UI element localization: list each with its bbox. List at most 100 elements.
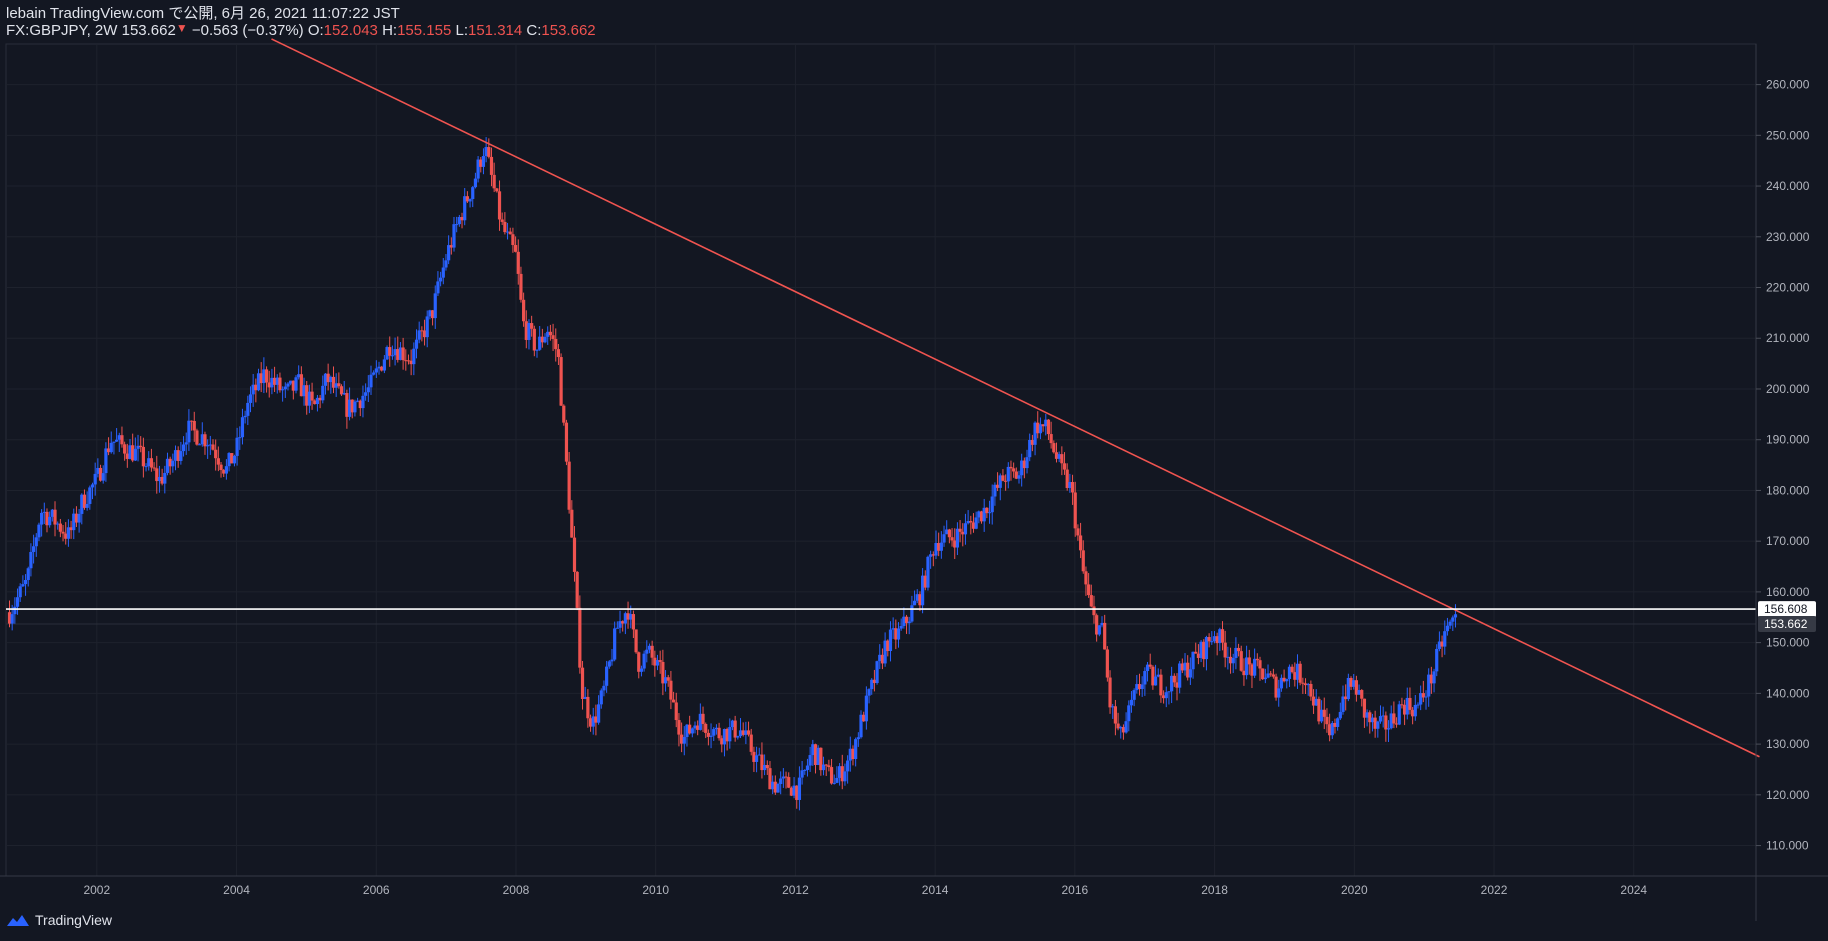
candle xyxy=(337,372,341,389)
down-arrow-icon: ▼ xyxy=(175,21,188,35)
candle-body xyxy=(1303,683,1308,686)
candle xyxy=(398,342,403,361)
footer: TradingView xyxy=(6,912,112,928)
y-tick-label: 230.000 xyxy=(1766,230,1810,244)
candle-body xyxy=(1073,492,1077,529)
candle-body xyxy=(626,613,630,620)
candle-body xyxy=(401,347,405,361)
candle xyxy=(93,462,97,496)
candle xyxy=(693,721,697,734)
candle-body xyxy=(1360,690,1364,699)
candle xyxy=(626,601,630,629)
candle xyxy=(1049,421,1053,449)
candle xyxy=(1443,620,1447,655)
candle-body xyxy=(329,376,333,383)
candle xyxy=(471,186,475,208)
candle xyxy=(345,389,349,429)
candle xyxy=(572,526,577,582)
candle xyxy=(168,456,172,475)
candle xyxy=(824,764,828,776)
candle xyxy=(318,395,322,409)
candle-body xyxy=(586,696,590,719)
candle-body xyxy=(85,503,89,508)
candle-body xyxy=(460,217,464,221)
candle-body xyxy=(1306,683,1310,686)
candle-body xyxy=(1319,709,1324,722)
candle xyxy=(990,484,994,525)
candle xyxy=(74,506,79,528)
candle-body xyxy=(1250,664,1254,676)
candle-body xyxy=(334,383,338,388)
candle xyxy=(1143,667,1147,696)
candle xyxy=(364,383,368,401)
candle-body xyxy=(382,359,386,371)
candle-body xyxy=(878,654,882,662)
candle-body xyxy=(270,377,274,388)
candle xyxy=(886,639,890,657)
candle-body xyxy=(846,760,850,772)
candle xyxy=(605,660,609,693)
candle-body xyxy=(760,754,764,771)
candle xyxy=(1258,656,1262,681)
candle xyxy=(476,156,480,183)
candle xyxy=(1170,666,1174,704)
candle xyxy=(1089,584,1093,608)
candle-body xyxy=(131,445,135,461)
candle xyxy=(1178,661,1182,694)
candle xyxy=(200,422,204,447)
ohlc-legend: FX:GBPJPY, 2W 153.662▼ −0.563 (−0.37%) O… xyxy=(6,21,596,40)
candle-body xyxy=(302,385,306,397)
candle-body xyxy=(725,728,729,742)
candle-body xyxy=(921,575,925,606)
candle xyxy=(1006,462,1010,489)
candle xyxy=(342,380,346,396)
candle xyxy=(484,137,488,163)
candle-body xyxy=(570,509,574,538)
candle-body xyxy=(639,668,644,672)
candle xyxy=(1234,637,1238,670)
candle-body xyxy=(904,616,909,624)
candle xyxy=(623,611,627,635)
candle xyxy=(663,670,668,692)
candle-body xyxy=(1263,677,1267,680)
candle-body xyxy=(1033,422,1037,445)
candle xyxy=(1191,651,1195,679)
candle-body xyxy=(1052,443,1056,453)
candle xyxy=(548,324,552,341)
candle-body xyxy=(945,529,949,535)
candle xyxy=(1282,669,1286,683)
candle xyxy=(1435,644,1439,677)
open-label: O: xyxy=(307,22,324,39)
candle xyxy=(372,370,376,376)
candle-body xyxy=(1175,682,1179,688)
close-label: C: xyxy=(526,22,542,39)
candle-body xyxy=(155,468,159,482)
candle xyxy=(321,375,325,404)
candle xyxy=(339,384,344,396)
candle-body xyxy=(406,360,411,362)
candle xyxy=(1044,413,1048,436)
candle xyxy=(1298,661,1302,686)
candle xyxy=(888,621,893,662)
candle-body xyxy=(736,736,740,738)
candle-body xyxy=(366,387,370,393)
candle xyxy=(1183,653,1187,676)
candle-body xyxy=(979,511,984,522)
candle xyxy=(235,427,239,466)
x-tick-label: 2022 xyxy=(1481,883,1508,897)
y-tick-label: 200.000 xyxy=(1766,382,1810,396)
candle xyxy=(594,704,598,736)
drawings[interactable] xyxy=(6,38,1760,758)
candle xyxy=(1156,668,1160,678)
price-change: −0.563 (−0.37%) xyxy=(191,22,304,39)
candle-body xyxy=(527,323,531,340)
candle-body xyxy=(805,765,810,770)
candle xyxy=(195,428,199,446)
candle-body xyxy=(548,331,552,336)
candle-body xyxy=(990,496,994,513)
candle xyxy=(570,500,574,538)
candle xyxy=(278,372,282,393)
candle xyxy=(7,600,12,628)
candle-body xyxy=(468,199,472,202)
